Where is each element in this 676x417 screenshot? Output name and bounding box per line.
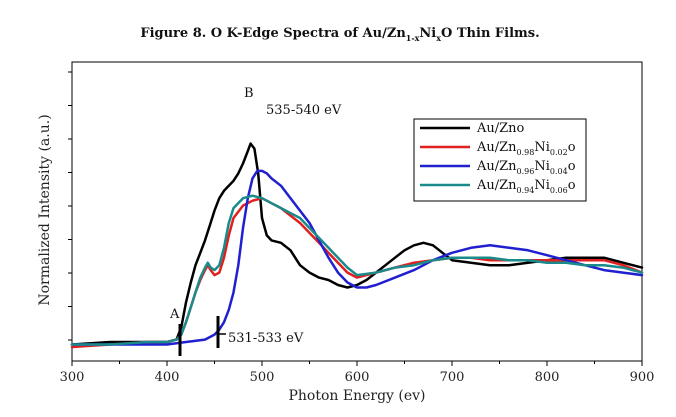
x-tick-label: 300 <box>60 370 85 385</box>
title-mid: Ni <box>419 26 436 41</box>
series-line-2 <box>70 196 644 349</box>
title-sub-2: x <box>436 33 441 43</box>
legend-text-part: Au/Zno <box>476 121 525 136</box>
legend-label-1: Au/Zno <box>476 121 525 136</box>
x-tick-label: 400 <box>155 370 180 385</box>
legend-box <box>413 118 587 202</box>
legend-text-part: o <box>568 178 576 193</box>
x-tick-label: 700 <box>440 370 465 385</box>
legend-label-4: Au/Zn0.94Ni0.06o <box>476 178 576 195</box>
peak-b-range-label: 535-540 eV <box>266 103 342 118</box>
x-axis-label: Photon Energy (ev) <box>288 388 425 404</box>
legend-subscript: 0.98 <box>517 148 535 157</box>
x-tick-label: 600 <box>345 370 370 385</box>
x-axis: 300 400 500 600 700 800 900 <box>60 361 655 385</box>
legend-subscript: 0.06 <box>550 186 568 195</box>
legend: Au/ZnoAu/Zn0.98Ni0.02oAu/Zn0.96Ni0.04oAu… <box>413 118 587 202</box>
chart-title: Figure 8. O K-Edge Spectra of Au/Zn1-xNi… <box>140 26 539 43</box>
legend-text-part: Au/Zn <box>476 178 517 193</box>
x-tick-label: 800 <box>535 370 560 385</box>
series-line-4 <box>70 194 644 346</box>
edge-a-label: A <box>169 307 180 322</box>
legend-text-part: Ni <box>534 178 550 193</box>
legend-subscript: 0.02 <box>550 148 568 157</box>
legend-text-part: o <box>568 140 576 155</box>
series-line-3 <box>70 169 644 346</box>
plot-frame <box>71 61 643 362</box>
legend-label-2: Au/Zn0.98Ni0.02o <box>476 140 576 157</box>
legend-subscript: 0.94 <box>517 186 535 195</box>
series-layer <box>70 142 644 349</box>
legend-text-part: Ni <box>534 140 550 155</box>
title-suffix: O Thin Films. <box>441 26 540 41</box>
x-tick-label: 900 <box>630 370 655 385</box>
y-axis <box>68 71 72 341</box>
edge-range-label: 531-533 eV <box>228 331 304 346</box>
x-tick-label: 500 <box>250 370 275 385</box>
title-sub-1: 1-x <box>406 33 420 43</box>
legend-subscript: 0.96 <box>517 167 535 176</box>
legend-subscript: 0.04 <box>550 167 568 176</box>
legend-text-part: o <box>568 159 576 174</box>
legend-label-3: Au/Zn0.96Ni0.04o <box>476 159 576 176</box>
legend-text-part: Ni <box>534 159 550 174</box>
annotations: B 535-540 eV A 531-533 eV <box>169 86 342 356</box>
series-line-1 <box>70 142 644 346</box>
legend-text-part: Au/Zn <box>476 140 517 155</box>
y-axis-label: Normalized Intensity (a.u.) <box>37 114 53 305</box>
peak-b-label: B <box>244 86 254 101</box>
legend-text-part: Au/Zn <box>476 159 517 174</box>
title-prefix: Figure 8. O K-Edge Spectra of Au/Zn <box>140 26 406 41</box>
